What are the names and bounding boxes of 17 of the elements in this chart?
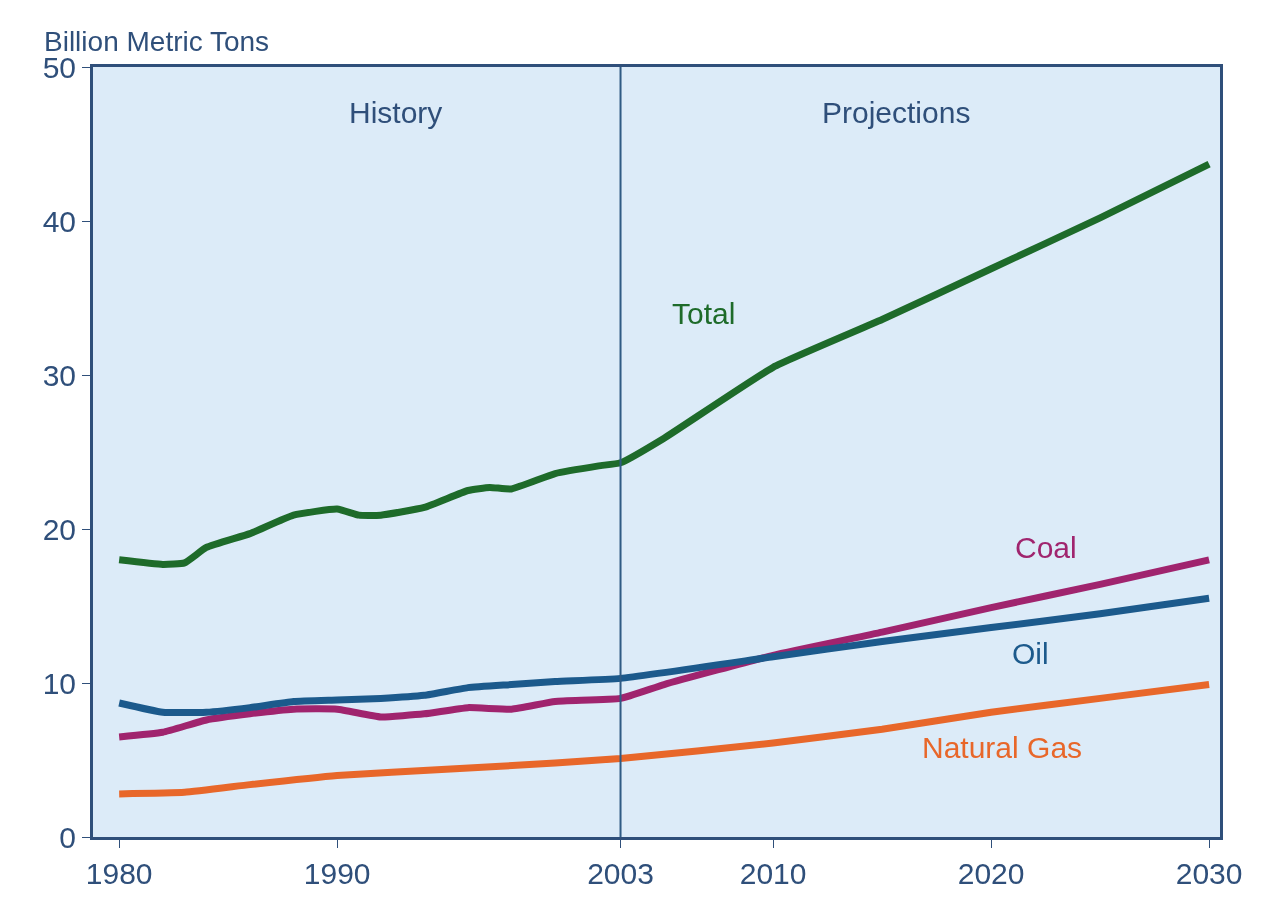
y-tick-label: 30 (42, 358, 76, 392)
series-label: Natural Gas (922, 731, 1083, 764)
y-tick-label: 10 (42, 666, 76, 700)
x-tick-label: 2010 (739, 857, 807, 890)
x-tick-label: 2003 (587, 857, 654, 890)
annotation: History (349, 96, 443, 129)
x-tick-label: 2020 (957, 857, 1025, 890)
y-tick-label: 20 (42, 512, 76, 546)
x-tick-label: 2030 (1175, 857, 1243, 890)
y-tick-label: 40 (42, 204, 76, 238)
x-tick-label: 1990 (303, 857, 371, 890)
y-tick-label: 0 (59, 820, 76, 854)
series-label: Coal (1015, 531, 1077, 564)
x-tick-label: 1980 (85, 857, 153, 890)
series-label: Total (672, 297, 736, 330)
series-label: Oil (1012, 637, 1049, 670)
annotation: Projections (822, 96, 971, 129)
